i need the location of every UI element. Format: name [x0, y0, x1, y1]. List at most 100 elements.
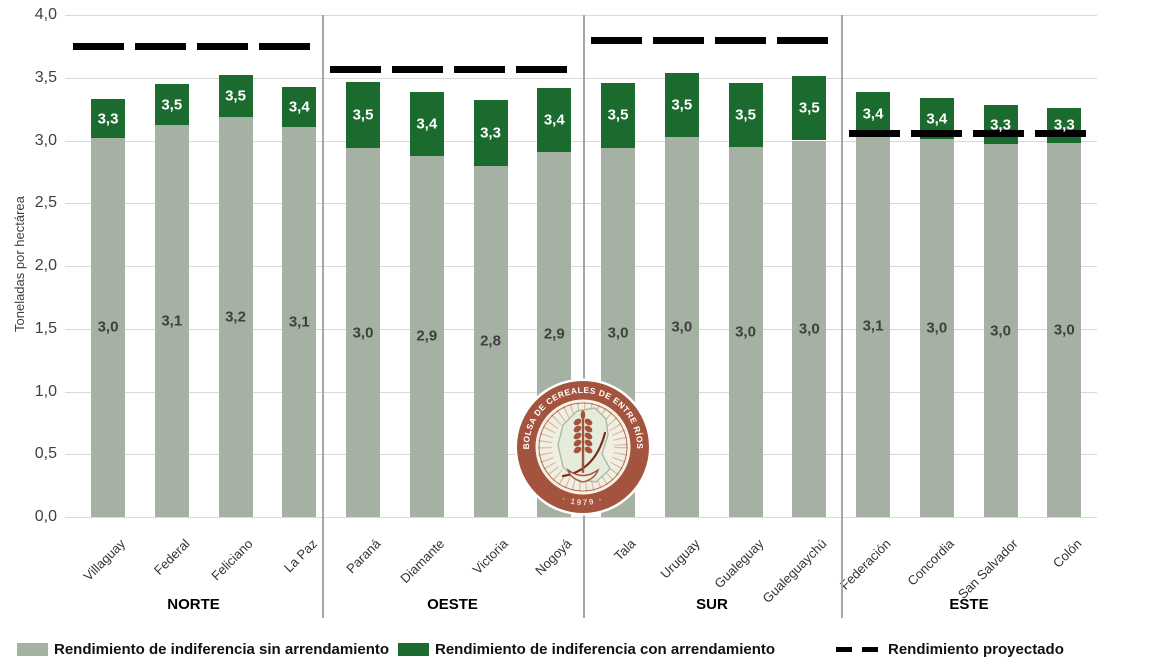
bar-sin-arrendamiento — [409, 155, 444, 517]
gridline — [65, 203, 1097, 205]
bar-label-sin: 3,1 — [288, 313, 310, 331]
gridline — [65, 140, 1097, 142]
bar-label-sin: 3,0 — [798, 320, 820, 338]
logo-sunray-pattern — [538, 402, 628, 492]
legend-item: Rendimiento proyectado — [836, 641, 1064, 658]
y-tick-label: 4,0 — [34, 6, 57, 23]
bar-label-sin: 3,1 — [161, 312, 183, 330]
bar-con-arrendamiento — [728, 82, 763, 147]
bar-con-arrendamiento — [218, 75, 253, 117]
legend-item: Rendimiento de indiferencia con arrendam… — [398, 641, 775, 658]
bar-sin-arrendamiento — [919, 139, 954, 517]
region-label: SUR — [696, 596, 728, 613]
gridline — [65, 77, 1097, 79]
bar-label-sin: 3,0 — [990, 322, 1011, 340]
bar-label-sin: 3,0 — [735, 323, 756, 341]
legend-item: Rendimiento de indiferencia sin arrendam… — [17, 641, 389, 658]
bar-label-con: 3,4 — [862, 105, 884, 123]
bar-con-arrendamiento — [856, 91, 890, 136]
bar-sin-arrendamiento — [664, 136, 699, 517]
bar-label-sin: 3,0 — [1053, 321, 1075, 339]
y-tick-label: 1,0 — [34, 382, 57, 400]
y-tick-label: 1,5 — [34, 319, 57, 337]
bar-label-con: 3,5 — [352, 106, 374, 124]
y-tick-label: 0,0 — [34, 508, 57, 525]
bar-con-arrendamiento — [282, 86, 317, 127]
region-label: NORTE — [167, 596, 220, 613]
bar-label-con: 3,4 — [416, 115, 438, 133]
legend-label: Rendimiento de indiferencia con arrendam… — [435, 641, 776, 658]
bar-label-sin: 2,9 — [416, 327, 438, 345]
bar-con-arrendamiento — [346, 81, 380, 148]
projected-dash — [73, 43, 316, 51]
logo-year-text: · 1979 · — [561, 494, 605, 507]
gridline — [65, 15, 1097, 16]
bar-label-sin: 3,0 — [607, 324, 629, 341]
y-tick-label: 2,5 — [34, 194, 57, 212]
bar-sin-arrendamiento — [728, 146, 763, 517]
bar-label-sin: 3,0 — [926, 319, 948, 337]
bar-label-sin: 2,8 — [480, 332, 501, 350]
bar-con-arrendamiento — [537, 87, 572, 152]
bar-label-con: 3,5 — [607, 106, 629, 124]
bar-sin-arrendamiento — [983, 144, 1018, 517]
bar-label-sin: 3,0 — [671, 318, 693, 336]
bar-label-con: 3,3 — [97, 110, 119, 128]
bar-label-con: 3,5 — [671, 96, 693, 114]
projected-dash — [849, 129, 1091, 137]
bar-con-arrendamiento — [664, 72, 699, 137]
bar-label-con: 3,4 — [926, 110, 948, 128]
gridline — [65, 266, 1097, 267]
gridline — [65, 328, 1097, 330]
bar-label-con: 3,5 — [161, 96, 183, 114]
bar-sin-arrendamiento — [154, 125, 189, 517]
y-tick-label: 3,0 — [34, 131, 57, 149]
y-tick-label: 2,0 — [34, 257, 57, 274]
bar-label-sin: 3,1 — [862, 317, 884, 335]
bar-sin-arrendamiento — [218, 116, 253, 517]
projected-dash — [591, 37, 835, 45]
bar-label-con: 3,3 — [480, 124, 501, 142]
bar-label-con: 3,5 — [735, 106, 756, 124]
legend-swatch-sin — [17, 643, 48, 656]
bar-con-arrendamiento — [154, 84, 189, 126]
bar-sin-arrendamiento — [856, 135, 890, 517]
bar-label-con: 3,5 — [798, 99, 820, 117]
bar-label-con: 3,5 — [225, 87, 246, 105]
bar-sin-arrendamiento — [282, 126, 317, 517]
bar-con-arrendamiento — [91, 99, 125, 138]
bar-label-con: 3,3 — [990, 116, 1011, 134]
bar-sin-arrendamiento — [792, 140, 827, 517]
bar-con-arrendamiento — [601, 82, 635, 149]
y-tick-label: 3,5 — [34, 68, 57, 86]
bar-con-arrendamiento — [473, 100, 508, 166]
region-label: ESTE — [949, 596, 989, 613]
bar-label-con: 3,3 — [1053, 116, 1075, 134]
bar-sin-arrendamiento — [91, 137, 125, 517]
wheat-icon — [561, 410, 607, 483]
legend-dash-icon — [836, 647, 852, 652]
bar-con-arrendamiento — [792, 76, 827, 141]
region-separator — [841, 15, 843, 618]
legend-swatch-con — [398, 643, 429, 656]
legend-dash-icon — [862, 647, 878, 652]
bar-sin-arrendamiento — [473, 165, 508, 517]
bar-con-arrendamiento — [983, 105, 1018, 145]
bolsa-cereales-logo: BOLSA DE CEREALES DE ENTRE RÍOS · 1979 · — [514, 378, 652, 516]
gridline — [65, 517, 1097, 518]
legend-label: Rendimiento proyectado — [888, 641, 1064, 658]
bar-label-sin: 3,2 — [225, 308, 246, 326]
bar-label-con: 3,4 — [543, 111, 565, 129]
bar-label-sin: 3,0 — [97, 318, 119, 336]
y-tick-label: 0,5 — [34, 445, 57, 463]
logo-thin-circle — [538, 402, 628, 492]
region-separator — [322, 15, 324, 618]
bar-con-arrendamiento — [1047, 107, 1082, 143]
bar-label-sin: 2,9 — [543, 325, 565, 343]
bar-sin-arrendamiento — [1047, 143, 1082, 517]
bar-label-sin: 3,0 — [352, 324, 374, 341]
legend-label: Rendimiento de indiferencia sin arrendam… — [54, 641, 390, 658]
